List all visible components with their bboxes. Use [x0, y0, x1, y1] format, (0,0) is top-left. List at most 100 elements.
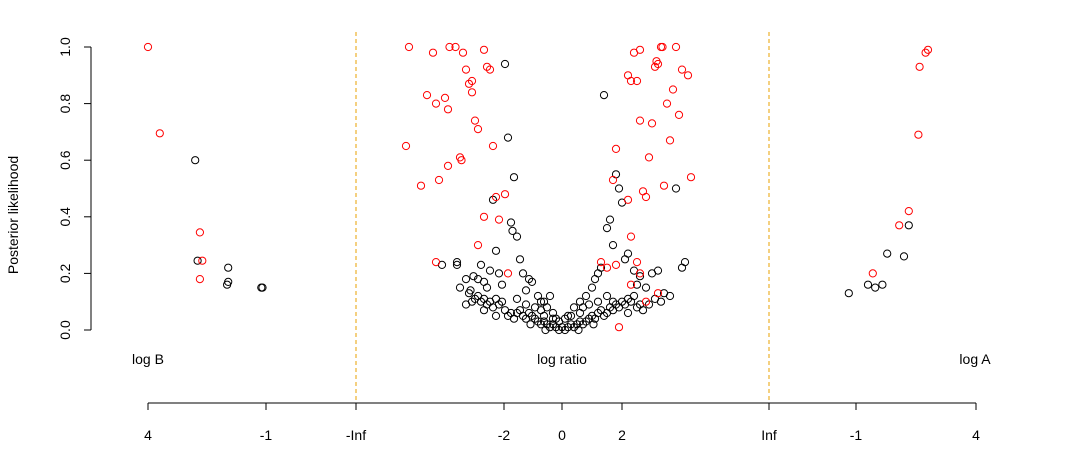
- y-tick-label: 0.4: [57, 207, 73, 227]
- point-log-ratio-significant: [416, 181, 426, 190]
- point-log-ratio: [491, 311, 501, 320]
- point-log-ratio-significant: [674, 110, 684, 120]
- point-log-ratio: [512, 294, 522, 303]
- y-tick-label: 0.2: [57, 263, 73, 283]
- point-log-ratio-significant: [608, 175, 618, 185]
- point-log-ratio-significant: [626, 76, 636, 86]
- point-log-ratio: [452, 258, 462, 267]
- point-log-ratio: [515, 255, 525, 264]
- point-log-ratio: [581, 317, 591, 326]
- point-log-ratio: [563, 323, 573, 332]
- point-log-a-significant: [904, 207, 913, 216]
- point-log-ratio-significant: [488, 141, 498, 151]
- point-log-ratio-significant: [671, 42, 681, 52]
- point-log-b: [191, 156, 200, 165]
- point-log-ratio-significant: [653, 59, 663, 69]
- point-log-b-significant: [198, 256, 207, 265]
- y-tick-label: 1.0: [57, 37, 73, 57]
- point-log-ratio-significant: [494, 215, 504, 224]
- point-log-a-significant: [921, 48, 930, 57]
- point-log-b-significant: [155, 129, 164, 138]
- point-log-ratio-significant: [626, 280, 636, 289]
- point-log-ratio: [491, 246, 501, 255]
- point-log-ratio: [623, 249, 633, 258]
- point-log-ratio: [587, 283, 597, 292]
- point-log-b: [258, 283, 267, 292]
- y-axis: 0.0 0.2 0.4 0.6 0.8 1.0: [57, 37, 92, 340]
- point-log-b-significant: [195, 275, 204, 284]
- point-log-a: [878, 280, 887, 289]
- point-log-ratio-significant: [626, 232, 636, 241]
- point-log-ratio-significant: [461, 65, 471, 74]
- point-log-ratio-significant: [662, 99, 672, 108]
- point-log-ratio: [578, 303, 588, 312]
- point-log-ratio-significant: [443, 161, 453, 170]
- x-tick-label: -1: [850, 427, 863, 443]
- point-log-ratio: [560, 314, 570, 323]
- point-log-ratio-significant: [635, 45, 645, 54]
- point-log-a-significant: [923, 45, 933, 54]
- point-log-ratio: [569, 323, 579, 332]
- point-log-a: [871, 283, 880, 292]
- point-log-a: [863, 280, 873, 289]
- point-log-ratio: [644, 300, 654, 309]
- point-log-a-significant: [895, 221, 904, 230]
- x-tick-label: 4: [972, 427, 980, 443]
- point-log-ratio: [527, 277, 537, 286]
- point-log-ratio: [584, 314, 594, 323]
- point-log-ratio: [482, 283, 492, 292]
- x-tick-label: 2: [618, 427, 626, 443]
- point-log-ratio-significant: [632, 76, 642, 86]
- point-log-ratio: [671, 184, 681, 193]
- point-log-ratio: [497, 280, 507, 289]
- x-tick-label: -Inf: [346, 427, 366, 443]
- point-log-ratio: [518, 269, 528, 278]
- point-log-ratio: [575, 317, 585, 326]
- point-log-ratio-significant: [443, 105, 453, 114]
- point-log-ratio-significant: [665, 136, 675, 145]
- point-log-ratio: [614, 184, 624, 193]
- point-log-ratio: [574, 325, 583, 335]
- point-log-ratio: [526, 320, 535, 329]
- point-log-ratio: [512, 232, 522, 241]
- point-log-ratio: [569, 303, 579, 312]
- point-log-ratio: [476, 260, 486, 269]
- point-log-ratio: [581, 291, 591, 301]
- point-log-ratio-significant: [683, 71, 693, 80]
- point-log-ratio: [530, 314, 540, 323]
- point-log-ratio: [599, 311, 609, 320]
- point-log-ratio: [653, 266, 663, 275]
- point-log-ratio-significant: [500, 190, 510, 199]
- point-log-ratio-significant: [491, 192, 501, 202]
- point-log-ratio: [572, 320, 582, 329]
- x-axis: 4 -1 -Inf -2 0 2 Inf -1 4: [144, 402, 980, 443]
- point-log-ratio-significant: [464, 79, 474, 88]
- point-log-ratio: [635, 272, 645, 281]
- point-log-a: [904, 221, 913, 230]
- point-log-ratio-significant: [458, 48, 468, 57]
- point-log-ratio: [473, 291, 483, 301]
- point-log-ratio: [524, 308, 534, 318]
- point-log-ratio: [608, 241, 618, 250]
- point-log-ratio-significant: [445, 42, 454, 52]
- point-log-ratio: [506, 308, 516, 318]
- point-log-ratio: [605, 215, 615, 224]
- point-log-ratio-significant: [467, 88, 477, 97]
- point-log-ratio: [509, 173, 519, 182]
- point-log-a-significant: [914, 130, 923, 139]
- point-log-ratio-significant: [641, 297, 651, 306]
- point-log-ratio-significant: [440, 93, 450, 103]
- point-log-ratio-significant: [632, 258, 642, 267]
- point-log-ratio-significant: [482, 62, 492, 71]
- point-log-ratio-significant: [457, 156, 466, 165]
- point-log-ratio: [541, 325, 550, 335]
- point-log-ratio-significant: [658, 42, 667, 52]
- point-log-ratio: [469, 272, 478, 281]
- point-log-b: [224, 263, 233, 272]
- point-log-ratio: [578, 320, 588, 329]
- point-log-ratio: [533, 317, 543, 326]
- point-log-ratio: [488, 195, 498, 204]
- x-tick-label: -2: [498, 427, 511, 443]
- point-log-ratio: [623, 308, 633, 318]
- point-log-ratio: [521, 300, 531, 309]
